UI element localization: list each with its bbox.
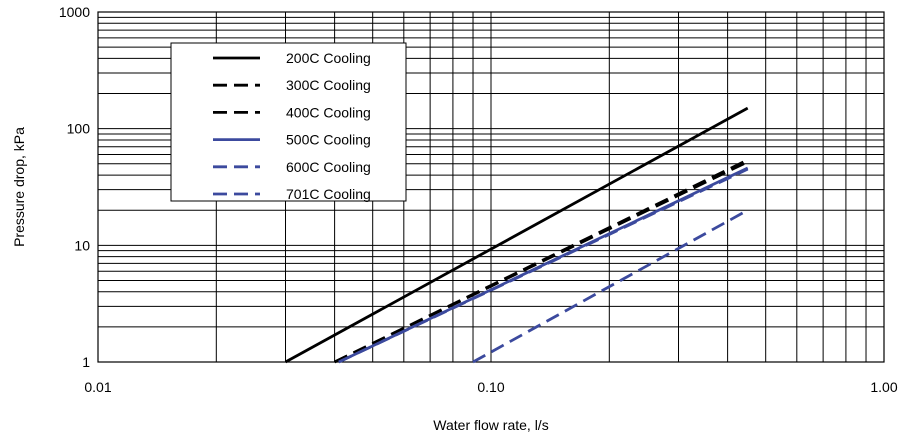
series-line [333,160,749,364]
legend-box [170,42,407,202]
legend-label: 200C Cooling [286,50,371,66]
chart-legend: 200C Cooling 300C Cooling 400C Cooling 500C… [170,42,407,202]
x-tick-label: 0.10 [477,379,504,395]
y-tick-label: 1 [82,354,90,370]
legend-label: 600C Cooling [286,159,371,175]
y-axis-title: Pressure drop, kPa [11,127,27,247]
series-line [338,167,749,364]
x-tick-label: 1.00 [870,379,897,395]
x-tick-label: 0.01 [84,379,111,395]
legend-label: 400C Cooling [286,104,371,120]
y-tick-label: 10 [74,237,90,253]
series-line [284,106,749,364]
y-tick-label: 100 [67,121,91,137]
x-axis-title: Water flow rate, l/s [433,417,548,433]
legend-label: 500C Cooling [286,132,371,148]
legend-label: 300C Cooling [286,77,371,93]
tick-labels: 0.01 0.10 1.00 1 10 100 1000 [59,4,898,395]
series-line [472,208,749,364]
series-lines [284,106,749,364]
y-tick-label: 1000 [59,4,90,20]
plot-frame [97,11,885,363]
legend-label: 701C Cooling [286,186,371,202]
